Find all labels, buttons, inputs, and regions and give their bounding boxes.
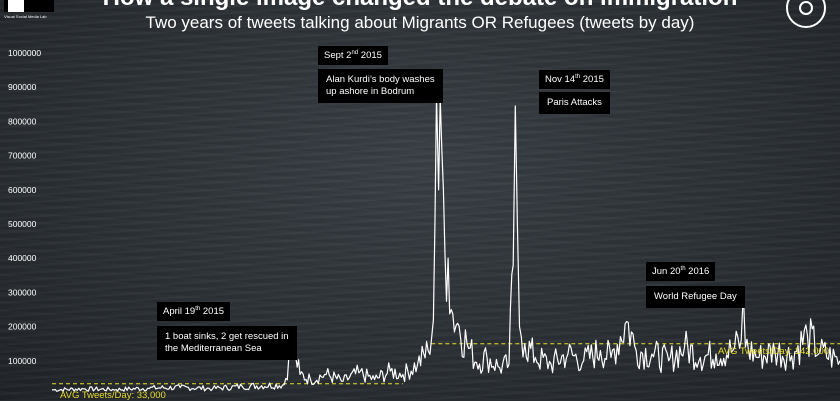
annotation-date: Sept 2 xyxy=(324,50,352,62)
y-tick-label: 900000 xyxy=(8,82,37,92)
average-label-after: AVG Tweets/Day: 142,000 xyxy=(718,346,830,357)
y-tick-label: 600000 xyxy=(8,185,37,195)
annotation-year: 2016 xyxy=(685,266,710,278)
annotation-line: Alan Kurdi’s body washes xyxy=(326,74,435,85)
y-tick-label: 1000000 xyxy=(8,48,41,58)
annotation-text-box: World Refugee Day xyxy=(646,286,745,308)
camera-lens xyxy=(799,1,813,15)
logo-text: Visual Social Media Lab xyxy=(4,14,47,19)
lab-logo: Visual Social Media Lab xyxy=(4,0,54,22)
y-tick-label: 200000 xyxy=(8,322,37,332)
annotation-date: April 19 xyxy=(163,306,196,318)
annotation-date-box: Sept 2nd 2015 xyxy=(318,46,388,66)
annotation-year: 2015 xyxy=(358,50,382,62)
annotation-date: Nov 14 xyxy=(545,74,576,86)
series-line xyxy=(52,93,840,392)
annotation-date-box: Nov 14th 2015 xyxy=(539,70,610,90)
y-tick-label: 300000 xyxy=(8,287,37,297)
annotation-date-suffix: th xyxy=(575,74,581,80)
y-tick-label: 500000 xyxy=(8,219,37,229)
annotation-line: the Mediterranean Sea xyxy=(165,343,262,354)
annotation-date-suffix: nd xyxy=(351,50,359,56)
y-tick-label: 100000 xyxy=(8,356,37,366)
annotation-line: up ashore in Bodrum xyxy=(326,86,415,97)
annotation-date-box: Jun 20th 2016 xyxy=(646,262,716,282)
camera-icon xyxy=(786,0,826,28)
annotation-year: 2015 xyxy=(580,74,604,86)
annotation-line: World Refugee Day xyxy=(654,291,737,302)
annotation-date-box: April 19th 2015 xyxy=(157,302,231,322)
y-tick-label: 800000 xyxy=(8,116,37,126)
chart-subtitle: Two years of tweets talking about Migran… xyxy=(145,13,695,32)
annotation-line: 1 boat sinks, 2 get rescued in xyxy=(165,331,289,342)
annotation-date-suffix: th xyxy=(680,266,686,272)
annotation-date: Jun 20 xyxy=(652,266,681,278)
y-tick-label: 400000 xyxy=(8,253,37,263)
annotation-text-box: 1 boat sinks, 2 get rescued in the Medit… xyxy=(157,326,297,360)
chart-title: How a single image changed the debate on… xyxy=(0,0,840,12)
y-tick-label: 700000 xyxy=(8,151,37,161)
annotation-year: 2015 xyxy=(200,306,225,318)
annotation-line: Paris Attacks xyxy=(547,97,602,108)
annotation-date-suffix: th xyxy=(195,306,201,312)
logo-mark xyxy=(8,0,24,12)
annotation-text-box: Alan Kurdi’s body washes up ashore in Bo… xyxy=(318,69,443,103)
average-label-before: AVG Tweets/Day: 33,000 xyxy=(60,390,166,401)
annotation-text-box: Paris Attacks xyxy=(539,92,610,114)
